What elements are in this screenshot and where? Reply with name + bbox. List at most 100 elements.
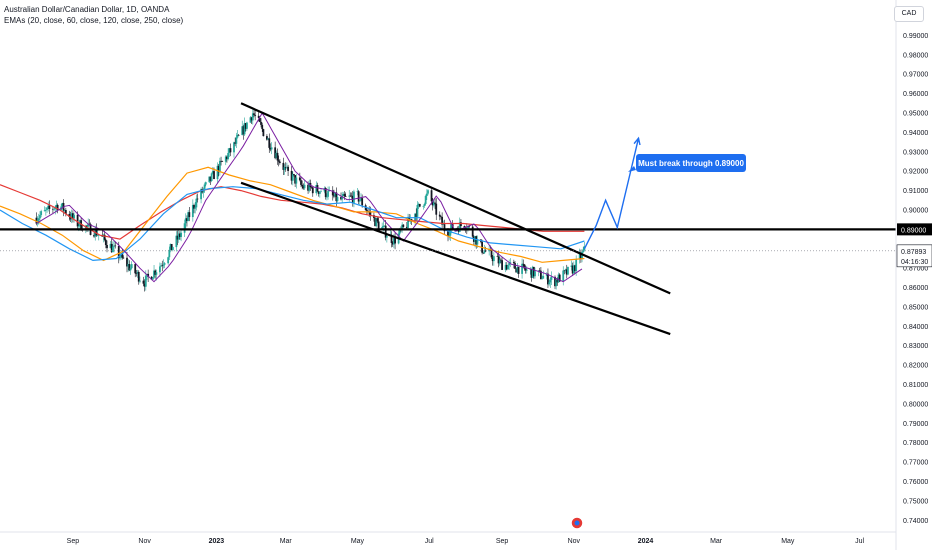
- candle-body: [532, 266, 535, 277]
- candle-body: [35, 217, 38, 224]
- candle-body: [365, 210, 368, 212]
- drawing-layer[interactable]: [0, 102, 896, 336]
- annotation-callout[interactable]: Must break through 0.89000: [628, 154, 746, 172]
- level-price-label: 0.89000: [901, 227, 926, 234]
- candle-body: [548, 282, 551, 285]
- candle-body: [545, 273, 548, 276]
- candle-body: [298, 177, 301, 181]
- candle-body: [183, 223, 186, 233]
- candle-body: [179, 233, 181, 237]
- candle-body: [213, 171, 215, 180]
- candle-body: [393, 237, 395, 245]
- annotation-pointer: [628, 166, 636, 172]
- candle-body: [278, 161, 281, 163]
- candle-body: [435, 203, 438, 215]
- candle-body: [418, 203, 421, 207]
- candle-body: [343, 194, 346, 197]
- price-tick-label: 0.98000: [903, 52, 928, 59]
- candle-body: [310, 187, 313, 188]
- candle-body: [209, 176, 212, 181]
- candle-body: [76, 214, 79, 227]
- time-tick-label: Nov: [568, 538, 581, 545]
- currency-button[interactable]: CAD: [894, 6, 924, 22]
- candle-body: [142, 280, 145, 284]
- candle-body: [547, 273, 549, 285]
- candle-body: [234, 142, 237, 144]
- candle-body: [509, 262, 512, 263]
- candle-body: [458, 222, 461, 232]
- time-axis: Sep Nov 2023 Mar May Jul Sep Nov 2024 Mar May Jul: [67, 538, 865, 545]
- candle-body: [196, 198, 199, 200]
- candle-body: [267, 138, 269, 140]
- candle-body: [143, 283, 146, 287]
- annotation-box: [636, 154, 746, 172]
- candle-body: [216, 165, 219, 180]
- candle-body: [350, 195, 353, 197]
- candle-body: [476, 239, 479, 245]
- candle-body: [244, 123, 247, 129]
- candle-body: [491, 257, 494, 262]
- candle-body: [432, 202, 435, 206]
- candle-body: [55, 204, 58, 208]
- candle-body: [549, 279, 552, 283]
- candle-body: [382, 225, 385, 227]
- candle-body: [293, 174, 295, 176]
- candle-body: [136, 271, 139, 274]
- candle-body: [269, 147, 272, 150]
- candle-body: [530, 269, 533, 278]
- channel-upper-trendline[interactable]: [240, 102, 671, 295]
- candle-body: [96, 235, 99, 236]
- candle-body: [229, 148, 232, 153]
- chart-plot-area[interactable]: [0, 102, 896, 336]
- candle-body: [227, 153, 230, 160]
- candle-body: [276, 152, 279, 161]
- candle-body: [424, 196, 427, 204]
- candle-body: [384, 225, 387, 238]
- channel-lower-trendline[interactable]: [240, 181, 671, 336]
- candle-body: [258, 117, 261, 122]
- candle-body: [169, 243, 172, 250]
- candle-body: [217, 165, 220, 173]
- price-tick-label: 0.93000: [903, 149, 928, 156]
- candle-body: [434, 202, 436, 204]
- indicator-label[interactable]: EMAs (20, close, 60, close, 120, close, …: [4, 16, 184, 25]
- candle-body: [243, 123, 246, 135]
- candle-body: [191, 204, 194, 218]
- candle-body: [159, 266, 161, 273]
- candle-body: [504, 264, 507, 270]
- price-tick-label: 0.74000: [903, 518, 928, 525]
- candle-body: [144, 275, 147, 287]
- snapshot-logo-icon[interactable]: [570, 516, 584, 530]
- time-tick-label: Jul: [425, 538, 434, 545]
- symbol-title[interactable]: Australian Dollar/Canadian Dollar, 1D, O…: [4, 5, 170, 14]
- candle-body: [43, 210, 46, 212]
- candle-body: [349, 195, 352, 197]
- candle-body: [228, 148, 231, 154]
- price-tick-label: 0.82000: [903, 363, 928, 370]
- candle-body: [237, 134, 240, 136]
- candle-body: [390, 234, 393, 243]
- price-axis[interactable]: 0.99000 0.98000 0.97000 0.96000 0.95000 0.940…: [895, 0, 928, 550]
- candle-body: [324, 187, 327, 198]
- candle-body: [186, 218, 188, 221]
- candle-body: [261, 124, 264, 130]
- candle-body: [398, 228, 401, 234]
- candle-body: [277, 160, 280, 162]
- candle-body: [484, 250, 487, 252]
- candle-body: [578, 253, 581, 260]
- candle-body: [104, 239, 107, 245]
- candle-body: [358, 200, 361, 202]
- candle-body: [153, 270, 155, 278]
- candle-body: [425, 193, 428, 197]
- candle-body: [534, 271, 536, 277]
- candle-body: [377, 221, 380, 229]
- price-tick-label: 0.78000: [903, 440, 928, 447]
- candle-body: [64, 210, 67, 214]
- projection-arrowhead-icon: [633, 136, 641, 146]
- candle-body: [558, 274, 561, 282]
- projection-path[interactable]: [583, 138, 640, 250]
- candle-body: [522, 263, 525, 265]
- candle-body: [550, 276, 553, 280]
- candle-body: [37, 218, 40, 221]
